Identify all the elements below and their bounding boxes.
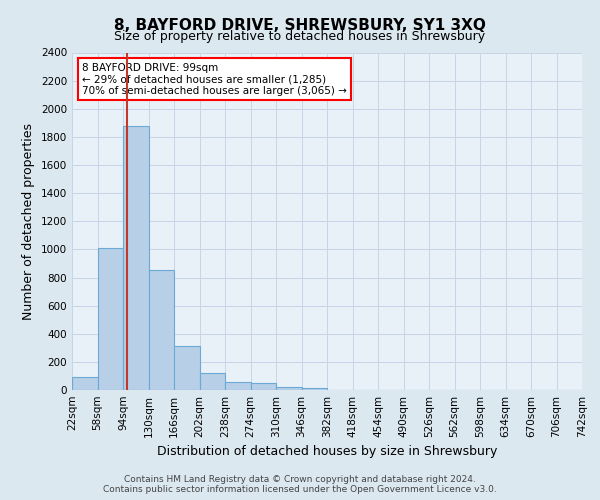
- Bar: [123, 126, 149, 390]
- Text: Contains HM Land Registry data © Crown copyright and database right 2024.
Contai: Contains HM Land Registry data © Crown c…: [103, 474, 497, 494]
- X-axis label: Distribution of detached houses by size in Shrewsbury: Distribution of detached houses by size …: [157, 446, 497, 458]
- Text: 8, BAYFORD DRIVE, SHREWSBURY, SY1 3XQ: 8, BAYFORD DRIVE, SHREWSBURY, SY1 3XQ: [114, 18, 486, 32]
- Bar: [251, 383, 276, 390]
- Bar: [97, 248, 123, 390]
- Bar: [149, 270, 174, 390]
- Text: Size of property relative to detached houses in Shrewsbury: Size of property relative to detached ho…: [115, 30, 485, 43]
- Bar: [276, 387, 302, 390]
- Y-axis label: Number of detached properties: Number of detached properties: [22, 122, 35, 320]
- Bar: [302, 388, 327, 390]
- Text: 8 BAYFORD DRIVE: 99sqm
← 29% of detached houses are smaller (1,285)
70% of semi-: 8 BAYFORD DRIVE: 99sqm ← 29% of detached…: [82, 62, 347, 96]
- Bar: [199, 373, 225, 390]
- Bar: [72, 378, 97, 390]
- Bar: [225, 382, 251, 390]
- Bar: [174, 346, 199, 390]
